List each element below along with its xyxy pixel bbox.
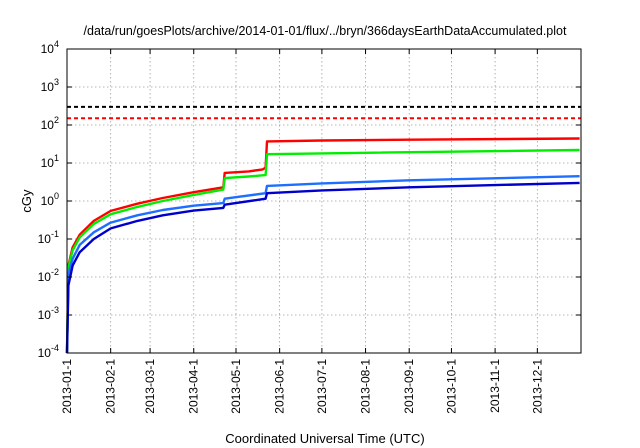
y-tick-label: 103 xyxy=(41,77,59,94)
y-tick-label: 10-3 xyxy=(38,305,59,322)
x-tick-label: 2013-12-1 xyxy=(530,359,544,414)
x-tick-label: 2013-09-1 xyxy=(402,359,416,414)
y-tick-label: 100 xyxy=(41,191,59,208)
y-tick-label: 10-4 xyxy=(38,343,59,360)
y-axis-ticks: 10-4 10-3 10-2 10-1 100 101 102 103 104 xyxy=(38,39,581,360)
x-tick-label: 2013-02-1 xyxy=(104,359,118,414)
y-tick-label: 101 xyxy=(41,153,59,170)
y-axis-label: cGy xyxy=(19,189,34,213)
x-tick-label: 2013-01-1 xyxy=(60,359,74,414)
x-tick-label: 2013-06-1 xyxy=(273,359,287,414)
y-tick-label: 10-2 xyxy=(38,267,59,284)
series-line xyxy=(65,181,580,354)
series-line xyxy=(65,137,580,354)
chart-title: /data/run/goesPlots/archive/2014-01-01/f… xyxy=(84,24,567,38)
x-axis-ticks: 2013-01-1 2013-02-1 2013-03-1 2013-04-1 2013… xyxy=(60,49,544,414)
threshold-lines xyxy=(67,105,581,120)
series-line xyxy=(65,175,580,354)
y-tick-label: 10-1 xyxy=(38,229,59,246)
y-tick-label: 102 xyxy=(41,115,59,132)
x-tick-label: 2013-04-1 xyxy=(187,359,201,414)
series-lines xyxy=(65,137,580,354)
x-tick-label: 2013-03-1 xyxy=(143,359,157,414)
y-tick-label: 104 xyxy=(41,39,59,56)
x-tick-label: 2013-05-1 xyxy=(229,359,243,414)
series-line xyxy=(65,148,580,354)
x-tick-label: 2013-07-1 xyxy=(315,359,329,414)
x-tick-label: 2013-08-1 xyxy=(359,359,373,414)
x-tick-label: 2013-11-1 xyxy=(488,359,502,413)
x-axis-label: Coordinated Universal Time (UTC) xyxy=(225,431,424,446)
x-tick-label: 2013-10-1 xyxy=(444,359,458,414)
